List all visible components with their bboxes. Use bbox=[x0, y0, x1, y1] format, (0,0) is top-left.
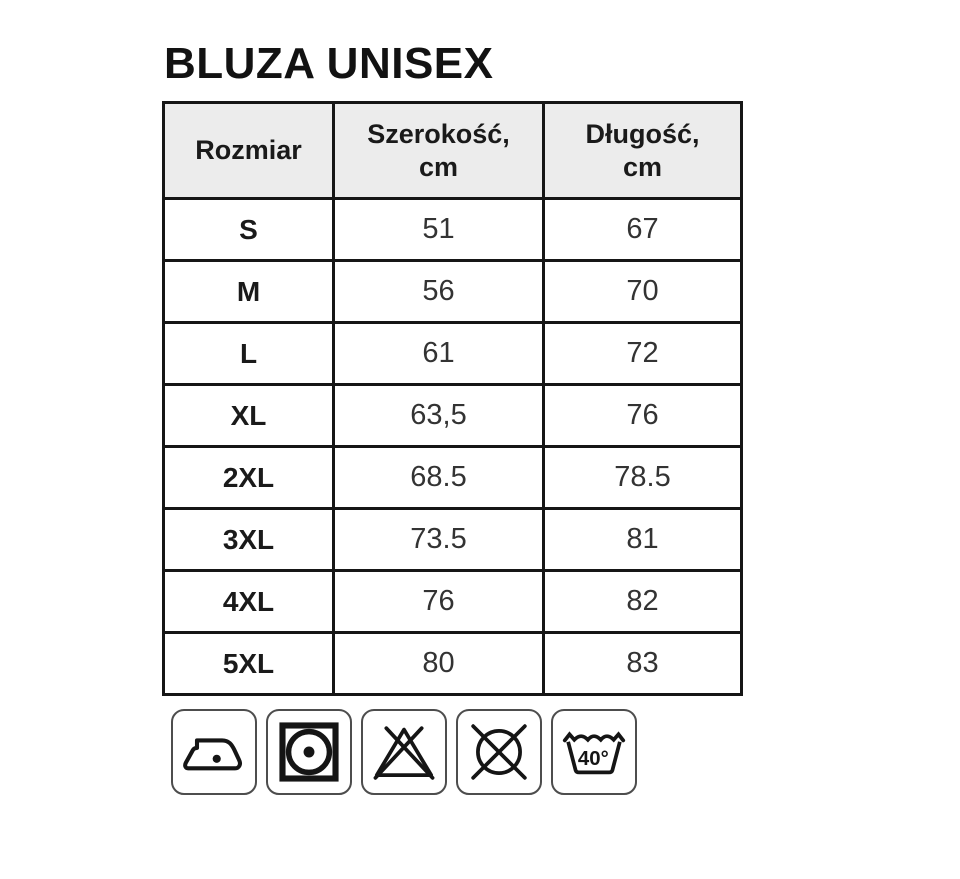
column-header-length: Długość, cm bbox=[542, 101, 743, 200]
iron-one-dot-icon bbox=[183, 738, 242, 771]
length-cell: 76 bbox=[542, 383, 743, 448]
size-cell: M bbox=[162, 259, 335, 324]
table-row: 5XL 80 83 bbox=[162, 631, 743, 696]
table-row: 3XL 73.5 81 bbox=[162, 507, 743, 572]
wash-temperature-label: 40° bbox=[578, 748, 609, 770]
width-cell: 56 bbox=[332, 259, 545, 324]
do-not-dry-clean-icon bbox=[471, 724, 527, 780]
tumble-dry-frame bbox=[266, 709, 352, 795]
wash-40-frame: 40° bbox=[551, 709, 637, 795]
length-cell: 81 bbox=[542, 507, 743, 572]
length-cell: 67 bbox=[542, 197, 743, 262]
length-cell: 78.5 bbox=[542, 445, 743, 510]
iron-low-heat-frame bbox=[171, 709, 257, 795]
size-cell: L bbox=[162, 321, 335, 386]
width-cell: 80 bbox=[332, 631, 545, 696]
table-row: 4XL 76 82 bbox=[162, 569, 743, 634]
size-cell: XL bbox=[162, 383, 335, 448]
width-cell: 63,5 bbox=[332, 383, 545, 448]
wash-40-icon: 40° bbox=[562, 731, 626, 775]
size-cell: 3XL bbox=[162, 507, 335, 572]
width-cell: 61 bbox=[332, 321, 545, 386]
page-title: BLUZA UNISEX bbox=[164, 39, 494, 88]
do-not-bleach-frame bbox=[361, 709, 447, 795]
length-cell: 83 bbox=[542, 631, 743, 696]
width-cell: 68.5 bbox=[332, 445, 545, 510]
table-row: S 51 67 bbox=[162, 197, 743, 262]
column-header-width: Szerokość, cm bbox=[332, 101, 545, 200]
size-cell: 5XL bbox=[162, 631, 335, 696]
table-header-row: Rozmiar Szerokość, cm Długość, cm bbox=[162, 101, 743, 200]
table-row: XL 63,5 76 bbox=[162, 383, 743, 448]
size-cell: S bbox=[162, 197, 335, 262]
width-cell: 76 bbox=[332, 569, 545, 634]
care-symbols-row: 40° bbox=[171, 709, 637, 795]
size-table: Rozmiar Szerokość, cm Długość, cm S 51 6… bbox=[162, 101, 743, 696]
do-not-bleach-icon bbox=[373, 726, 435, 780]
table-row: M 56 70 bbox=[162, 259, 743, 324]
length-cell: 82 bbox=[542, 569, 743, 634]
table-row: L 61 72 bbox=[162, 321, 743, 386]
size-cell: 2XL bbox=[162, 445, 335, 510]
table-row: 2XL 68.5 78.5 bbox=[162, 445, 743, 510]
length-cell: 72 bbox=[542, 321, 743, 386]
tumble-dry-one-dot-icon bbox=[279, 722, 339, 782]
width-cell: 51 bbox=[332, 197, 545, 262]
length-cell: 70 bbox=[542, 259, 743, 324]
size-cell: 4XL bbox=[162, 569, 335, 634]
column-header-size: Rozmiar bbox=[162, 101, 335, 200]
width-cell: 73.5 bbox=[332, 507, 545, 572]
do-not-dry-clean-frame bbox=[456, 709, 542, 795]
